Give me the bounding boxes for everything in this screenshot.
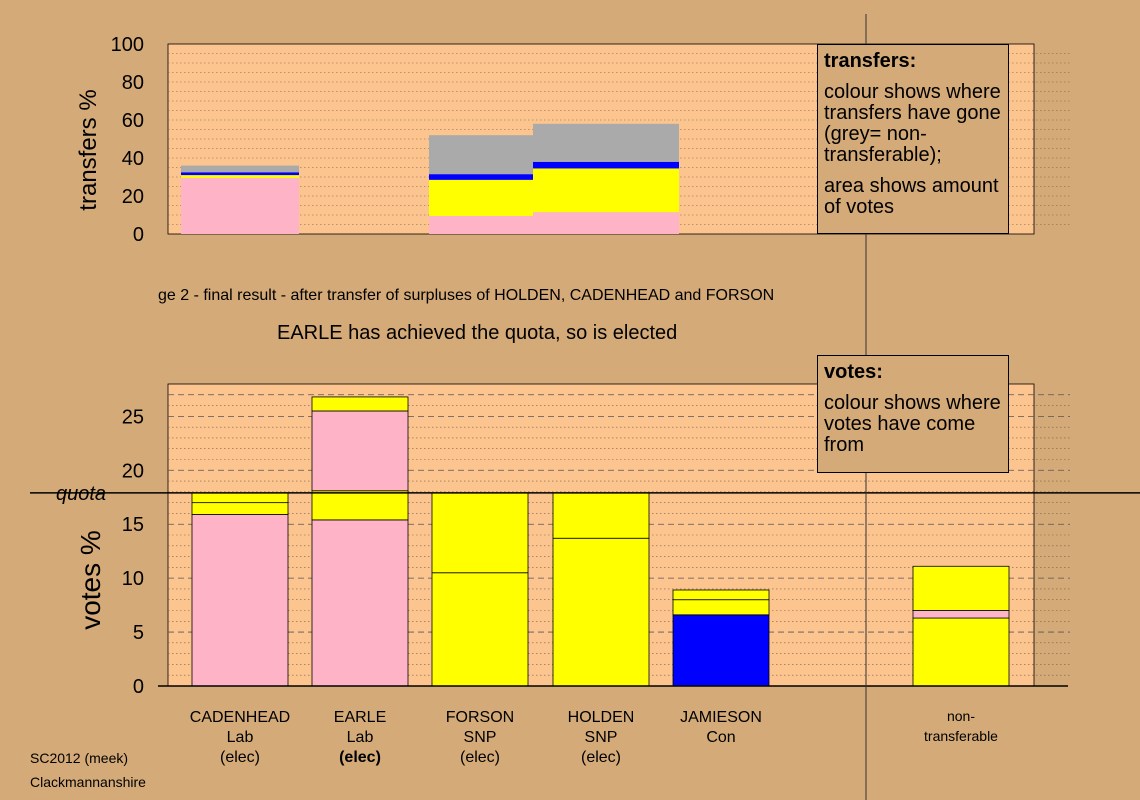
vote-segment	[311, 410, 409, 492]
vote-segment	[431, 572, 529, 687]
candidate-name: CADENHEAD	[190, 709, 290, 726]
transfers-legend-title: transfers:	[824, 50, 917, 72]
vote-segment	[191, 514, 289, 687]
votes-y-tick-label: 20	[122, 460, 144, 482]
votes-y-tick-label: 5	[133, 622, 144, 644]
stage-caption: ge 2 - final result - after transfer of …	[158, 287, 774, 304]
transfer-segment	[533, 212, 679, 234]
candidate-name: EARLE	[334, 709, 386, 726]
transfer-segment	[533, 168, 679, 213]
votes-bars	[191, 396, 1010, 687]
candidate-party: Lab	[227, 729, 254, 746]
candidate-party: Con	[706, 729, 735, 746]
footer-election: SC2012 (meek)	[30, 750, 128, 766]
quota-label: quota	[56, 483, 106, 505]
candidate-party: SNP	[585, 729, 618, 746]
transfer-segment	[533, 161, 679, 169]
transfer-segment	[181, 165, 299, 173]
transfers-y-tick-label: 100	[111, 34, 144, 56]
transfers-y-tick-label: 0	[133, 224, 144, 246]
votes-y-tick-label: 25	[122, 406, 144, 428]
candidate-labels: CADENHEAD Lab (elec) EARLE Lab (elec) FORSON SN…	[190, 708, 998, 766]
vote-segment	[672, 599, 770, 616]
transfer-segment	[429, 135, 533, 175]
candidate-status: (elec)	[339, 749, 381, 766]
vote-segment	[311, 490, 409, 521]
transfers-y-axis-label: transfers %	[75, 89, 102, 210]
candidate-party: Lab	[347, 729, 374, 746]
candidate-name: HOLDEN	[568, 709, 635, 726]
transfer-segment	[181, 172, 299, 176]
vote-segment	[191, 502, 289, 515]
candidate-status: (elec)	[460, 749, 500, 766]
status-line: EARLE has achieved the quota, so is elec…	[277, 322, 677, 344]
vote-segment	[672, 614, 770, 687]
votes-legend-title: votes:	[824, 361, 883, 383]
transfers-y-tick-label: 20	[122, 186, 144, 208]
transfers-bars	[181, 123, 679, 234]
vote-segment	[912, 565, 1010, 611]
candidate-party: transferable	[924, 728, 998, 744]
votes-y-tick-label: 10	[122, 568, 144, 590]
vote-segment	[912, 610, 1010, 619]
candidate-name: FORSON	[446, 709, 514, 726]
footer-ward: Clackmannanshire	[30, 774, 146, 790]
transfers-legend-text2: area shows amount of votes	[824, 175, 999, 218]
votes-legend-text1: colour shows where votes have come from	[824, 392, 1001, 456]
vote-segment	[311, 396, 409, 412]
votes-y-ticks: 0 5 10 15 20 25	[122, 406, 144, 698]
transfers-y-tick-label: 80	[122, 72, 144, 94]
transfer-segment	[429, 174, 533, 180]
transfer-segment	[429, 215, 533, 234]
vote-segment	[191, 492, 289, 504]
votes-y-tick-label: 15	[122, 514, 144, 536]
transfer-segment	[429, 179, 533, 216]
votes-legend: votes: colour shows where votes have com…	[817, 355, 1009, 473]
transfers-y-ticks: 0 20 40 60 80 100	[111, 34, 144, 246]
vote-segment	[552, 492, 650, 539]
votes-y-tick-label: 0	[133, 676, 144, 698]
vote-segment	[311, 519, 409, 687]
vote-segment	[431, 492, 529, 574]
candidate-status: (elec)	[581, 749, 621, 766]
votes-y-axis-label: votes %	[75, 530, 106, 630]
transfers-y-tick-label: 40	[122, 148, 144, 170]
candidate-name: JAMIESON	[680, 709, 762, 726]
candidate-status: (elec)	[220, 749, 260, 766]
transfer-segment	[181, 175, 299, 178]
candidate-party: SNP	[464, 729, 497, 746]
transfers-legend: transfers: colour shows where transfers …	[817, 44, 1009, 234]
candidate-name: non-	[947, 708, 975, 724]
vote-segment	[552, 537, 650, 687]
transfer-segment	[181, 177, 299, 234]
transfer-segment	[533, 123, 679, 162]
vote-segment	[912, 617, 1010, 687]
transfers-legend-text1: colour shows where transfers have gone (…	[824, 81, 1001, 166]
transfers-y-tick-label: 60	[122, 110, 144, 132]
vote-segment	[672, 589, 770, 601]
